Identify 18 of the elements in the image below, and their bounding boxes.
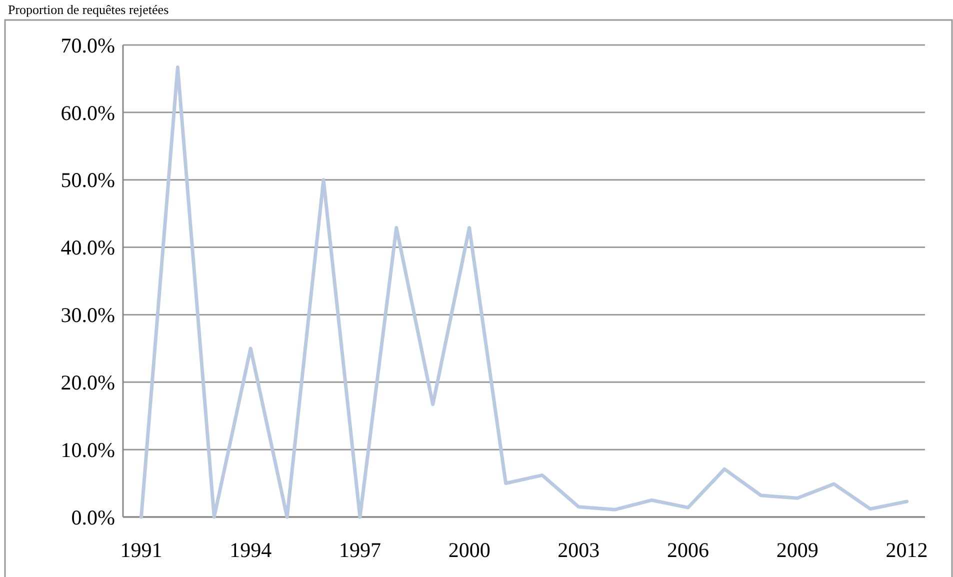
y-tick-label: 40.0% xyxy=(60,236,115,260)
x-tick-label: 1994 xyxy=(230,538,272,562)
y-tick-label: 30.0% xyxy=(60,303,115,328)
x-tick-label: 2000 xyxy=(448,538,490,562)
y-tick-label: 70.0% xyxy=(60,33,115,58)
x-tick-label: 1991 xyxy=(120,538,162,562)
y-tick-label: 0.0% xyxy=(71,505,115,530)
x-tick-label: 2009 xyxy=(776,538,818,562)
y-tick-label: 10.0% xyxy=(60,438,115,462)
line-series xyxy=(139,66,909,519)
x-tick-label: 2006 xyxy=(667,538,710,562)
x-tick-label: 2012 xyxy=(886,538,928,562)
chart-title: Proportion de requêtes rejetées xyxy=(8,2,169,17)
x-tick-label: 1997 xyxy=(338,538,381,562)
y-tick-label: 20.0% xyxy=(60,370,115,394)
x-tick-label: 2003 xyxy=(558,538,600,562)
y-tick-label: 50.0% xyxy=(60,168,115,192)
y-tick-label: 60.0% xyxy=(60,100,115,125)
